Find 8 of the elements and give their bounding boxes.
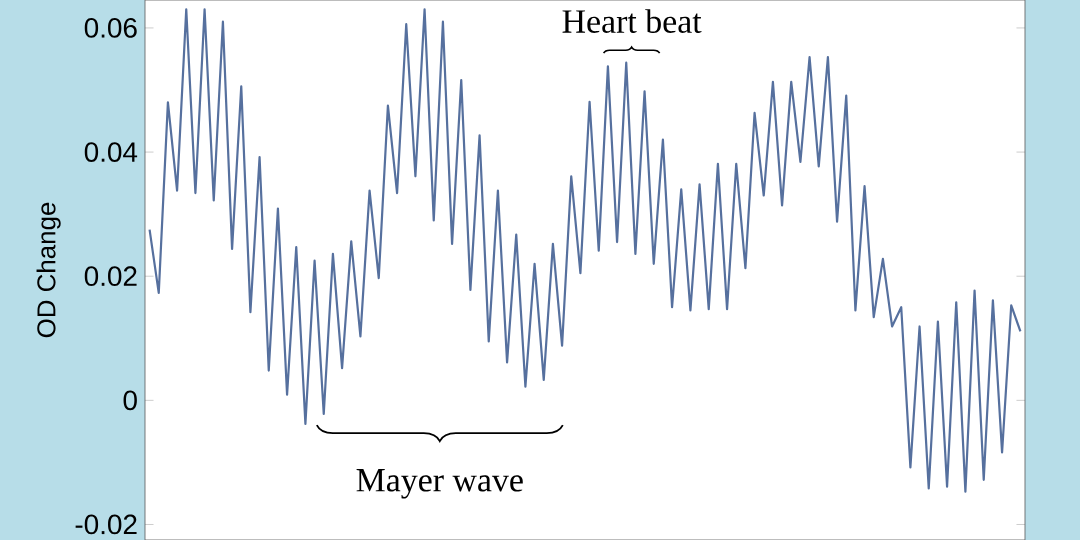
annotation: Mayer wave: [356, 469, 523, 499]
y-tick-label: 0.04: [84, 142, 138, 162]
y-tick-label: 0: [123, 390, 137, 411]
y-axis-title: OD Change: [36, 202, 61, 338]
y-tick-label: 0.02: [84, 266, 137, 287]
y-tick-label: -0.02: [75, 514, 137, 535]
annotation: Heart beat: [562, 9, 702, 33]
y-tick-label: 0.06: [84, 18, 137, 38]
